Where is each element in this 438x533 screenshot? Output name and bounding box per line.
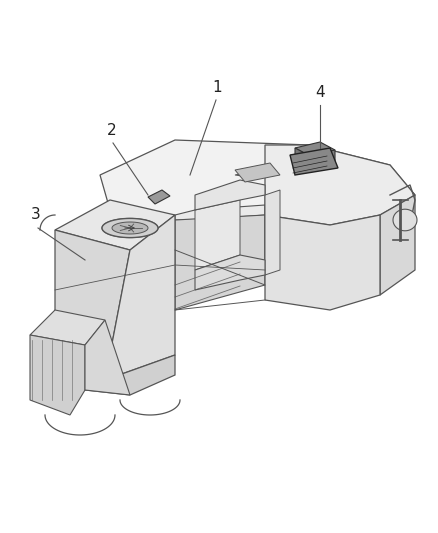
Polygon shape [380,195,415,295]
Polygon shape [175,215,265,310]
Polygon shape [265,190,280,275]
Polygon shape [295,142,335,156]
Polygon shape [290,148,338,175]
Polygon shape [55,355,175,395]
Polygon shape [85,320,130,395]
Polygon shape [100,140,415,220]
Polygon shape [235,170,268,178]
Text: 3: 3 [31,207,41,222]
Polygon shape [102,219,158,238]
Text: 4: 4 [315,85,325,100]
Polygon shape [175,205,265,220]
Polygon shape [235,163,280,182]
Polygon shape [112,222,148,234]
Polygon shape [310,150,335,168]
Polygon shape [393,209,417,231]
Text: 1: 1 [212,80,222,95]
Polygon shape [105,215,175,380]
Polygon shape [265,215,380,310]
Polygon shape [55,200,175,250]
Polygon shape [102,219,158,238]
Text: 2: 2 [107,123,117,138]
Polygon shape [195,180,265,210]
Polygon shape [30,335,85,415]
Polygon shape [30,310,105,345]
Polygon shape [265,145,415,225]
Polygon shape [195,255,265,290]
Polygon shape [295,148,310,168]
Polygon shape [195,200,240,270]
Polygon shape [55,230,130,380]
Polygon shape [148,190,170,204]
